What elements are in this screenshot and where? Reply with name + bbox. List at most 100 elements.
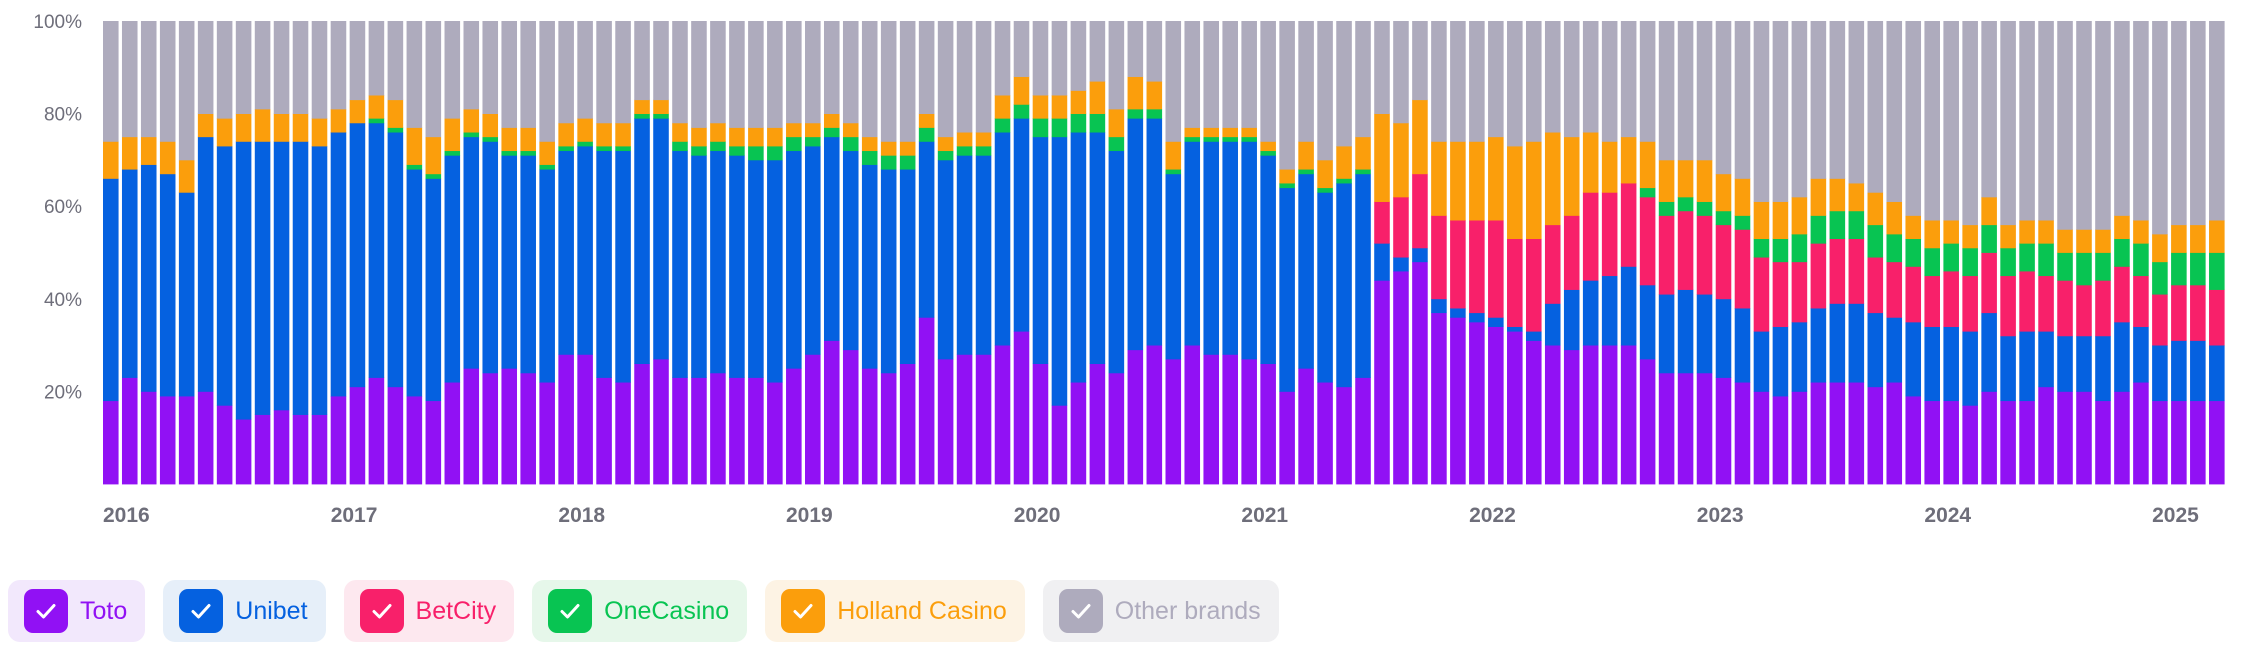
bar-segment[interactable] bbox=[235, 21, 252, 114]
bar-segment[interactable] bbox=[615, 382, 631, 485]
bar-segment[interactable] bbox=[2114, 391, 2130, 485]
bar-segment[interactable] bbox=[634, 118, 650, 365]
bar-segment[interactable] bbox=[1412, 21, 1428, 101]
bar-segment[interactable] bbox=[2038, 275, 2054, 332]
bar-segment[interactable] bbox=[482, 141, 499, 374]
bar-segment[interactable] bbox=[729, 146, 745, 156]
bar-segment[interactable] bbox=[539, 21, 555, 142]
bar-segment[interactable] bbox=[1601, 345, 1618, 485]
bar-segment[interactable] bbox=[2209, 289, 2225, 346]
bar-segment[interactable] bbox=[1791, 233, 1808, 263]
bar-segment[interactable] bbox=[463, 108, 480, 133]
bar-segment[interactable] bbox=[767, 146, 783, 161]
bar-segment[interactable] bbox=[1696, 159, 1713, 202]
bar-segment[interactable] bbox=[311, 414, 328, 485]
bar-segment[interactable] bbox=[1848, 21, 1865, 184]
bar-segment[interactable] bbox=[387, 99, 404, 128]
bar-segment[interactable] bbox=[615, 122, 631, 147]
bar-segment[interactable] bbox=[2038, 220, 2054, 244]
bar-segment[interactable] bbox=[1924, 220, 1940, 249]
bar-segment[interactable] bbox=[1279, 187, 1295, 392]
bar-segment[interactable] bbox=[975, 354, 992, 485]
bar-segment[interactable] bbox=[311, 21, 328, 119]
bar-segment[interactable] bbox=[2000, 247, 2016, 277]
bar-segment[interactable] bbox=[216, 405, 233, 485]
bar-segment[interactable] bbox=[1829, 382, 1846, 485]
bar-segment[interactable] bbox=[368, 122, 385, 378]
bar-segment[interactable] bbox=[2133, 243, 2149, 277]
bar-segment[interactable] bbox=[1658, 372, 1675, 485]
bar-segment[interactable] bbox=[2076, 252, 2092, 286]
bar-segment[interactable] bbox=[2076, 229, 2092, 253]
bar-segment[interactable] bbox=[2000, 21, 2016, 226]
bar-segment[interactable] bbox=[1279, 391, 1295, 485]
bar-segment[interactable] bbox=[159, 141, 176, 175]
bar-segment[interactable] bbox=[1355, 136, 1371, 170]
bar-segment[interactable] bbox=[2076, 21, 2092, 230]
bar-segment[interactable] bbox=[292, 414, 309, 485]
bar-segment[interactable] bbox=[1639, 284, 1656, 360]
bar-segment[interactable] bbox=[937, 21, 954, 138]
bar-segment[interactable] bbox=[823, 21, 840, 114]
bar-segment[interactable] bbox=[1146, 345, 1163, 485]
bar-segment[interactable] bbox=[956, 132, 973, 147]
bar-segment[interactable] bbox=[1563, 349, 1580, 485]
bar-segment[interactable] bbox=[159, 396, 176, 485]
bar-segment[interactable] bbox=[1469, 141, 1485, 221]
bar-segment[interactable] bbox=[1127, 76, 1144, 110]
bar-segment[interactable] bbox=[406, 164, 423, 170]
bar-segment[interactable] bbox=[577, 21, 593, 119]
bar-segment[interactable] bbox=[596, 150, 612, 378]
bar-segment[interactable] bbox=[1772, 201, 1789, 240]
bar-segment[interactable] bbox=[463, 21, 480, 110]
bar-segment[interactable] bbox=[1336, 146, 1352, 179]
bar-segment[interactable] bbox=[2171, 21, 2187, 226]
bar-segment[interactable] bbox=[292, 113, 309, 142]
bar-segment[interactable] bbox=[956, 354, 973, 485]
bar-segment[interactable] bbox=[2152, 400, 2168, 485]
bar-segment[interactable] bbox=[823, 113, 840, 128]
bar-segment[interactable] bbox=[748, 146, 764, 161]
bar-segment[interactable] bbox=[729, 155, 745, 378]
bar-segment[interactable] bbox=[1203, 136, 1220, 142]
legend-item-betcity[interactable]: BetCity bbox=[343, 580, 515, 642]
bar-segment[interactable] bbox=[1601, 21, 1618, 142]
bar-segment[interactable] bbox=[1336, 183, 1352, 388]
bar-segment[interactable] bbox=[2190, 284, 2206, 341]
bar-segment[interactable] bbox=[501, 127, 518, 152]
bar-segment[interactable] bbox=[1089, 21, 1106, 82]
bar-segment[interactable] bbox=[1525, 238, 1542, 332]
bar-segment[interactable] bbox=[1677, 196, 1694, 212]
bar-segment[interactable] bbox=[1829, 178, 1846, 212]
bar-segment[interactable] bbox=[918, 21, 935, 114]
bar-segment[interactable] bbox=[937, 358, 954, 485]
bar-segment[interactable] bbox=[197, 113, 214, 138]
bar-segment[interactable] bbox=[937, 159, 954, 360]
bar-segment[interactable] bbox=[103, 21, 119, 142]
bar-segment[interactable] bbox=[501, 21, 518, 128]
bar-segment[interactable] bbox=[1791, 321, 1808, 392]
bar-segment[interactable] bbox=[1412, 247, 1428, 263]
bar-segment[interactable] bbox=[1905, 396, 1922, 485]
bar-segment[interactable] bbox=[1393, 271, 1409, 485]
bar-segment[interactable] bbox=[1601, 192, 1618, 277]
bar-segment[interactable] bbox=[2171, 400, 2187, 485]
bar-segment[interactable] bbox=[1658, 294, 1675, 374]
legend-item-holland-casino[interactable]: Holland Casino bbox=[765, 580, 1025, 642]
bar-segment[interactable] bbox=[159, 21, 176, 142]
bar-segment[interactable] bbox=[1203, 21, 1220, 128]
bar-segment[interactable] bbox=[710, 141, 726, 152]
bar-segment[interactable] bbox=[1563, 215, 1580, 290]
bar-segment[interactable] bbox=[2019, 21, 2035, 221]
bar-segment[interactable] bbox=[975, 146, 992, 156]
bar-segment[interactable] bbox=[1924, 247, 1940, 277]
bar-segment[interactable] bbox=[1317, 21, 1333, 161]
bar-segment[interactable] bbox=[1203, 354, 1220, 485]
bar-segment[interactable] bbox=[1146, 118, 1163, 346]
bar-segment[interactable] bbox=[577, 118, 593, 142]
bar-segment[interactable] bbox=[1658, 21, 1675, 161]
bar-segment[interactable] bbox=[2133, 275, 2149, 327]
bar-segment[interactable] bbox=[956, 21, 973, 133]
bar-segment[interactable] bbox=[2114, 266, 2130, 323]
bar-segment[interactable] bbox=[634, 363, 650, 485]
